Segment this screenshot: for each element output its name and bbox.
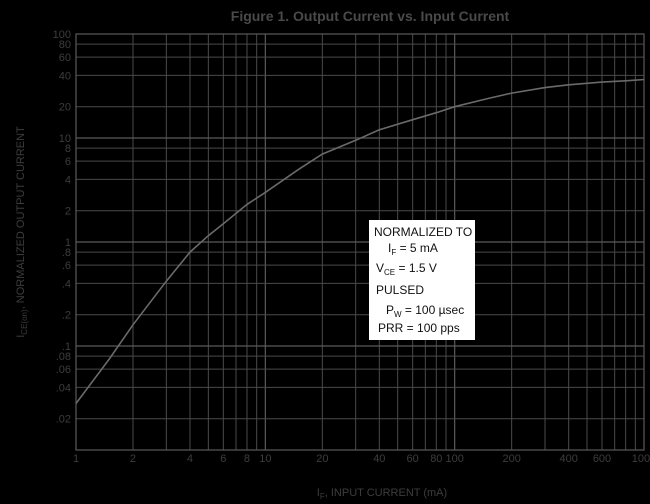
y-tick-label: .6 <box>62 260 71 272</box>
x-tick-label: 2 <box>130 453 136 465</box>
x-tick-label: 200 <box>502 453 520 465</box>
x-tick-label: 1000 <box>632 453 650 465</box>
x-tick-label: 400 <box>559 453 577 465</box>
y-tick-label: 60 <box>59 52 71 64</box>
x-tick-label: 40 <box>373 453 385 465</box>
y-tick-label: .1 <box>62 341 71 353</box>
annotation-line: IF = 5 mA <box>388 241 438 257</box>
y-tick-label: .4 <box>62 278 71 290</box>
x-tick-label: 10 <box>259 453 271 465</box>
x-tick-label: 600 <box>593 453 611 465</box>
series-line <box>75 78 645 404</box>
x-tick-label: 6 <box>220 453 226 465</box>
y-tick-label: .02 <box>56 414 71 426</box>
y-tick-label: 6 <box>65 156 71 168</box>
annotation-box <box>369 220 475 340</box>
annotation-line: PULSED <box>376 283 424 297</box>
x-tick-label: 8 <box>244 453 250 465</box>
x-tick-label: 100 <box>445 453 463 465</box>
x-tick-label: 4 <box>187 453 193 465</box>
y-tick-label: 10 <box>59 133 71 145</box>
y-tick-label: 40 <box>59 70 71 82</box>
y-tick-label: 8 <box>65 143 71 155</box>
y-tick-label: 80 <box>59 39 71 51</box>
annotation-line: PW = 100 µsec <box>386 303 464 319</box>
y-tick-label: 4 <box>65 174 71 186</box>
annotation-text: NORMALIZED TO IF = 5 mA VCE = 1.5 V PULSED P… <box>374 225 472 335</box>
y-tick-label: .08 <box>56 351 71 363</box>
grid <box>76 34 644 450</box>
y-tick-label: .04 <box>56 382 71 394</box>
y-tick-label: 20 <box>59 102 71 114</box>
x-tick-label: 1 <box>73 453 79 465</box>
x-tick-label: 80 <box>430 453 442 465</box>
y-tick-label: .8 <box>62 247 71 259</box>
y-tick-label: 1 <box>65 237 71 249</box>
y-tick-label: .2 <box>62 310 71 322</box>
chart-title: Figure 1. Output Current vs. Input Curre… <box>231 8 510 24</box>
annotation-line: PRR = 100 pps <box>378 321 460 335</box>
x-tick-label: 20 <box>316 453 328 465</box>
y-tick-label: .06 <box>56 364 71 376</box>
y-tick-label: 100 <box>53 29 71 41</box>
x-tick-label: 60 <box>407 453 419 465</box>
plot-frame <box>75 33 645 451</box>
annotation-line: NORMALIZED TO <box>374 225 472 239</box>
x-axis-label: IF, INPUT CURRENT (mA) <box>317 487 447 501</box>
annotation-line: VCE = 1.5 V <box>376 261 437 277</box>
y-axis-label: ICE(on), NORMALIZED OUTPUT CURRENT <box>15 126 29 338</box>
y-tick-label: 2 <box>65 206 71 218</box>
